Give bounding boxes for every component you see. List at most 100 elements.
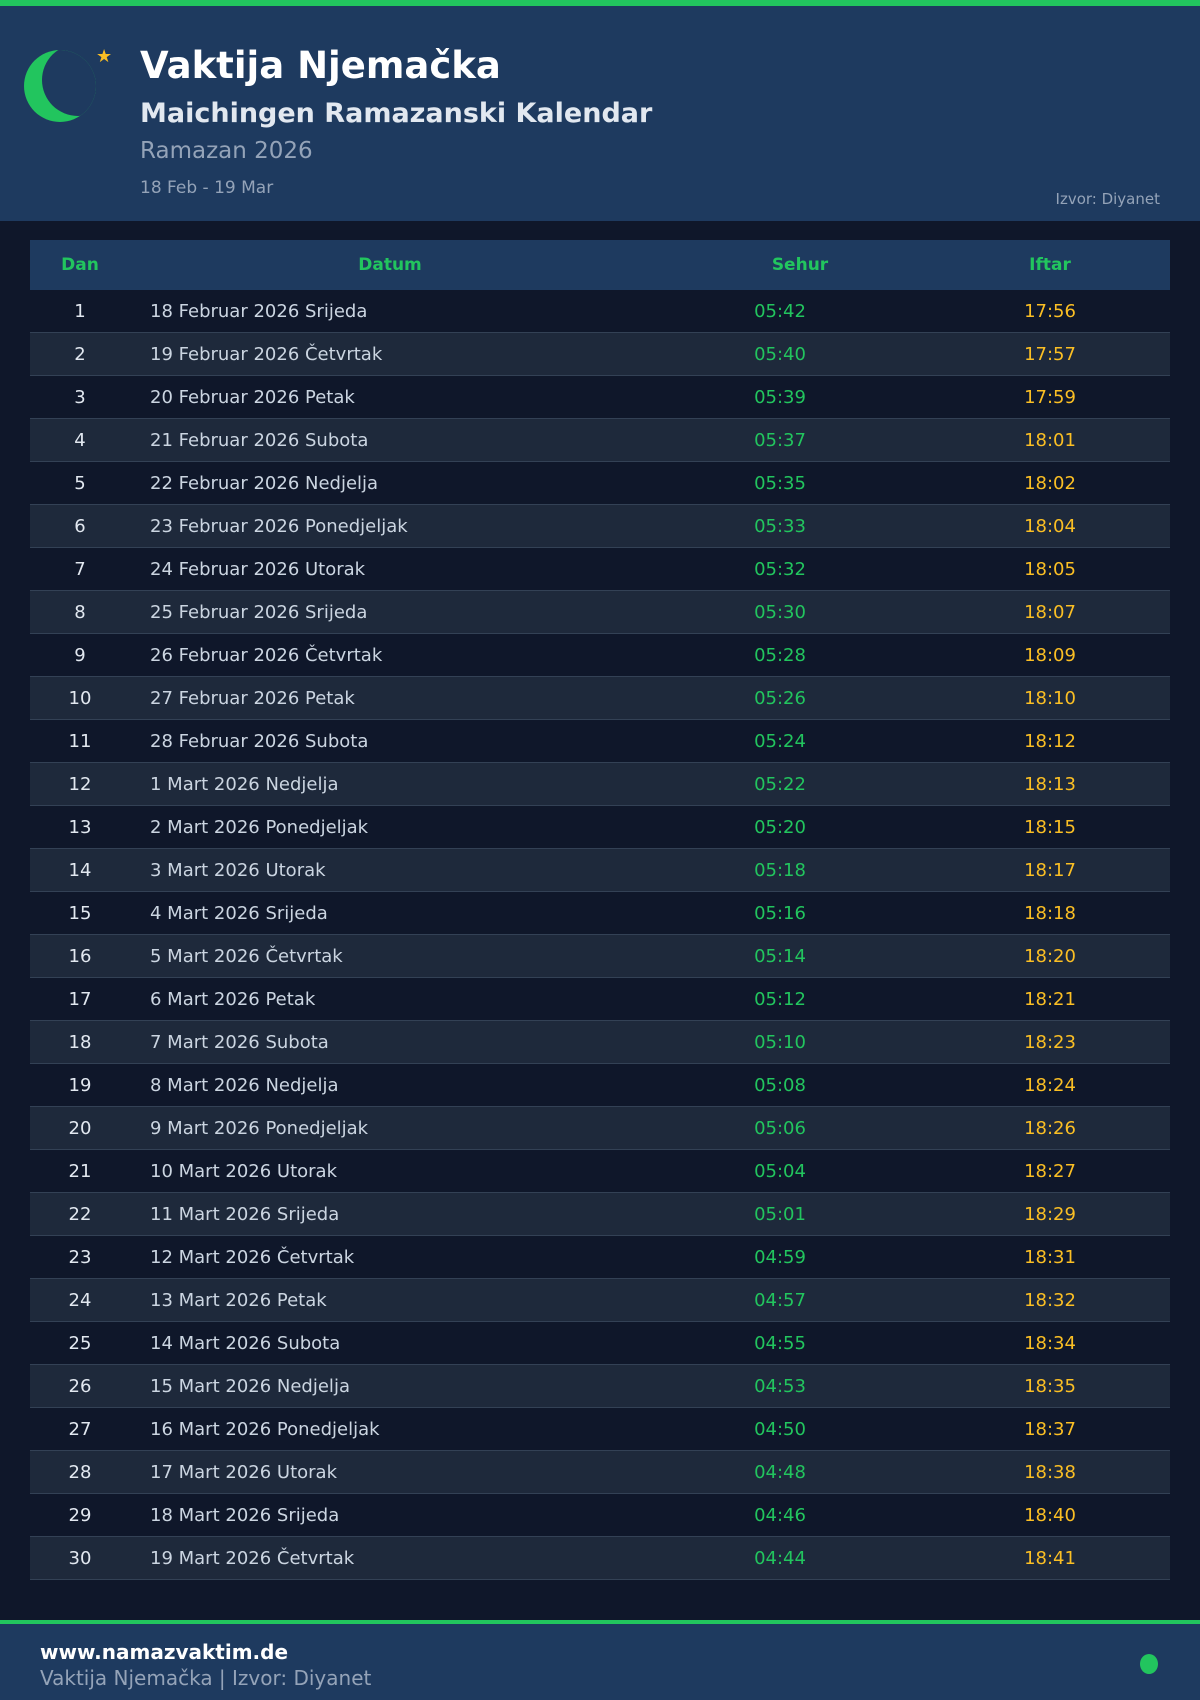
iftar-cell: 18:15 xyxy=(1024,816,1076,838)
iftar-cell: 18:34 xyxy=(1024,1332,1076,1354)
sehur-cell: 05:33 xyxy=(754,515,806,537)
sehur-cell: 05:42 xyxy=(754,300,806,322)
date-cell: 24 Februar 2026 Utorak xyxy=(150,558,366,580)
table-row: 10 27 Februar 2026 Petak 05:26 18:10 xyxy=(30,677,1170,720)
table-row: 3 20 Februar 2026 Petak 05:39 17:59 xyxy=(30,376,1170,419)
sehur-cell: 05:16 xyxy=(754,902,806,924)
iftar-cell: 18:01 xyxy=(1024,429,1076,451)
sehur-cell: 05:24 xyxy=(754,730,806,752)
day-cell: 25 xyxy=(68,1332,92,1354)
sehur-cell: 05:35 xyxy=(754,472,806,494)
table-row: 6 23 Februar 2026 Ponedjeljak 05:33 18:04 xyxy=(30,505,1170,548)
iftar-cell: 18:24 xyxy=(1024,1074,1076,1096)
date-cell: 3 Mart 2026 Utorak xyxy=(150,859,326,881)
sehur-cell: 05:14 xyxy=(754,945,806,967)
page-header: ★ Vaktija Njemačka Maichingen Ramazanski… xyxy=(0,6,1200,221)
iftar-cell: 18:18 xyxy=(1024,902,1076,924)
date-cell: 20 Februar 2026 Petak xyxy=(150,386,355,408)
date-cell: 11 Mart 2026 Srijeda xyxy=(150,1203,340,1225)
ramadan-year: Ramazan 2026 xyxy=(140,138,313,164)
date-cell: 18 Februar 2026 Srijeda xyxy=(150,300,368,322)
day-cell: 30 xyxy=(68,1547,92,1569)
table-row: 20 9 Mart 2026 Ponedjeljak 05:06 18:26 xyxy=(30,1107,1170,1150)
sehur-cell: 05:08 xyxy=(754,1074,806,1096)
day-cell: 7 xyxy=(74,558,86,580)
day-cell: 23 xyxy=(68,1246,92,1268)
iftar-cell: 18:37 xyxy=(1024,1418,1076,1440)
date-cell: 19 Februar 2026 Četvrtak xyxy=(150,343,383,365)
iftar-cell: 18:32 xyxy=(1024,1289,1076,1311)
table-row: 13 2 Mart 2026 Ponedjeljak 05:20 18:15 xyxy=(30,806,1170,849)
iftar-cell: 18:05 xyxy=(1024,558,1076,580)
sehur-cell: 05:22 xyxy=(754,773,806,795)
date-cell: 9 Mart 2026 Ponedjeljak xyxy=(150,1117,369,1139)
column-header-sehur: Sehur xyxy=(771,255,829,275)
table-row: 28 17 Mart 2026 Utorak 04:48 18:38 xyxy=(30,1451,1170,1494)
iftar-cell: 18:27 xyxy=(1024,1160,1076,1182)
iftar-cell: 18:35 xyxy=(1024,1375,1076,1397)
iftar-cell: 18:23 xyxy=(1024,1031,1076,1053)
iftar-cell: 17:56 xyxy=(1024,300,1076,322)
iftar-cell: 17:57 xyxy=(1024,343,1076,365)
table-row: 17 6 Mart 2026 Petak 05:12 18:21 xyxy=(30,978,1170,1021)
day-cell: 10 xyxy=(68,687,92,709)
day-cell: 26 xyxy=(68,1375,92,1397)
crescent-moon-icon xyxy=(24,50,96,122)
sehur-cell: 05:26 xyxy=(754,687,806,709)
day-cell: 29 xyxy=(68,1504,92,1526)
column-header-iftar: Iftar xyxy=(1029,255,1071,275)
date-cell: 26 Februar 2026 Četvrtak xyxy=(150,644,383,666)
iftar-cell: 18:20 xyxy=(1024,945,1076,967)
sehur-cell: 05:20 xyxy=(754,816,806,838)
day-cell: 9 xyxy=(74,644,86,666)
sehur-cell: 04:59 xyxy=(754,1246,806,1268)
table-row: 22 11 Mart 2026 Srijeda 05:01 18:29 xyxy=(30,1193,1170,1236)
day-cell: 11 xyxy=(68,730,92,752)
date-cell: 18 Mart 2026 Srijeda xyxy=(150,1504,340,1526)
sehur-cell: 05:18 xyxy=(754,859,806,881)
table-row: 30 19 Mart 2026 Četvrtak 04:44 18:41 xyxy=(30,1537,1170,1580)
sehur-cell: 05:39 xyxy=(754,386,806,408)
sehur-cell: 04:50 xyxy=(754,1418,806,1440)
iftar-cell: 18:07 xyxy=(1024,601,1076,623)
table-row: 23 12 Mart 2026 Četvrtak 04:59 18:31 xyxy=(30,1236,1170,1279)
date-cell: 1 Mart 2026 Nedjelja xyxy=(150,773,339,795)
day-cell: 14 xyxy=(68,859,92,881)
ramadan-calendar-table: Dan Datum Sehur Iftar 1 18 Februar 2026 S… xyxy=(30,240,1170,1580)
column-header-dan: Dan xyxy=(61,255,99,275)
day-cell: 15 xyxy=(68,902,92,924)
day-cell: 28 xyxy=(68,1461,92,1483)
table-row: 16 5 Mart 2026 Četvrtak 05:14 18:20 xyxy=(30,935,1170,978)
website-link[interactable]: www.namazvaktim.de xyxy=(40,1640,289,1664)
iftar-cell: 18:09 xyxy=(1024,644,1076,666)
table-row: 4 21 Februar 2026 Subota 05:37 18:01 xyxy=(30,419,1170,462)
footer-text: Vaktija Njemačka | Izvor: Diyanet xyxy=(40,1666,372,1690)
top-accent-bar xyxy=(0,0,1200,6)
sehur-cell: 04:57 xyxy=(754,1289,806,1311)
table-row: 24 13 Mart 2026 Petak 04:57 18:32 xyxy=(30,1279,1170,1322)
sehur-cell: 04:44 xyxy=(754,1547,806,1569)
date-cell: 4 Mart 2026 Srijeda xyxy=(150,902,328,924)
sehur-cell: 05:01 xyxy=(754,1203,806,1225)
day-cell: 18 xyxy=(68,1031,92,1053)
iftar-cell: 18:12 xyxy=(1024,730,1076,752)
sehur-cell: 05:28 xyxy=(754,644,806,666)
iftar-cell: 18:31 xyxy=(1024,1246,1076,1268)
date-cell: 7 Mart 2026 Subota xyxy=(150,1031,329,1053)
table-row: 25 14 Mart 2026 Subota 04:55 18:34 xyxy=(30,1322,1170,1365)
table-row: 8 25 Februar 2026 Srijeda 05:30 18:07 xyxy=(30,591,1170,634)
day-cell: 24 xyxy=(68,1289,92,1311)
date-cell: 8 Mart 2026 Nedjelja xyxy=(150,1074,339,1096)
sehur-cell: 04:55 xyxy=(754,1332,806,1354)
date-cell: 12 Mart 2026 Četvrtak xyxy=(150,1246,355,1268)
table-row: 14 3 Mart 2026 Utorak 05:18 18:17 xyxy=(30,849,1170,892)
day-cell: 17 xyxy=(68,988,92,1010)
day-cell: 27 xyxy=(68,1418,92,1440)
sehur-cell: 05:32 xyxy=(754,558,806,580)
sehur-cell: 05:37 xyxy=(754,429,806,451)
sehur-cell: 05:30 xyxy=(754,601,806,623)
table-row: 1 18 Februar 2026 Srijeda 05:42 17:56 xyxy=(30,290,1170,333)
table-row: 27 16 Mart 2026 Ponedjeljak 04:50 18:37 xyxy=(30,1408,1170,1451)
day-cell: 12 xyxy=(68,773,92,795)
sehur-cell: 05:10 xyxy=(754,1031,806,1053)
